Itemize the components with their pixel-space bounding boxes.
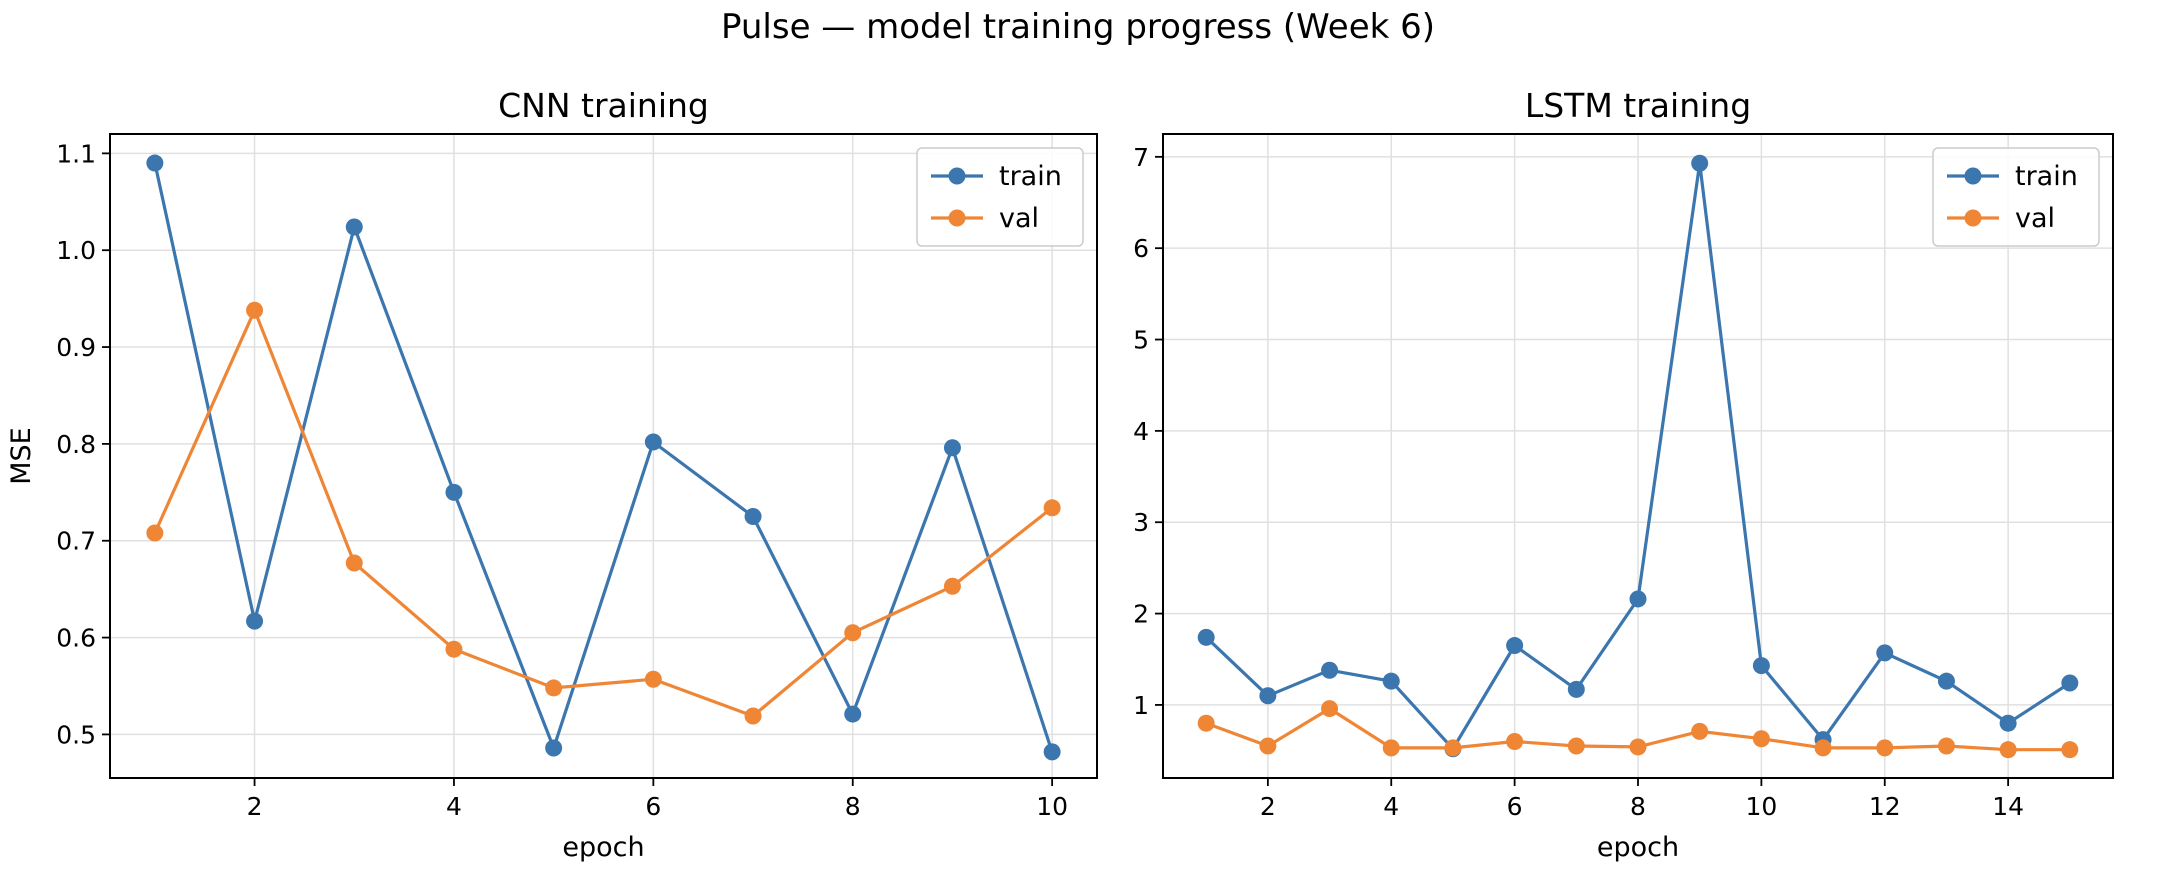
data-point-val bbox=[146, 524, 164, 542]
legend-label-val: val bbox=[999, 203, 1039, 234]
y-tick-label: 5 bbox=[1133, 326, 1149, 355]
legend: train val bbox=[916, 147, 1084, 247]
data-point-val bbox=[1567, 737, 1585, 755]
x-tick-label: 2 bbox=[247, 792, 263, 821]
x-tick-label: 10 bbox=[1745, 792, 1777, 821]
legend-label-train: train bbox=[2015, 161, 2078, 192]
data-point-val bbox=[744, 707, 762, 725]
chart-title: LSTM training bbox=[1525, 86, 1751, 125]
data-point-val bbox=[445, 640, 463, 658]
data-point-val bbox=[1999, 741, 2017, 759]
data-point-val bbox=[1629, 738, 1647, 756]
data-point-train bbox=[1197, 628, 1215, 646]
data-point-train bbox=[146, 154, 164, 172]
y-tick-label: 7 bbox=[1133, 143, 1149, 172]
y-tick-label: 1.0 bbox=[56, 236, 96, 265]
data-point-val bbox=[1937, 737, 1955, 755]
data-point-train bbox=[1876, 644, 1894, 662]
data-point-train bbox=[1691, 154, 1709, 172]
data-point-train bbox=[1752, 657, 1770, 675]
data-point-train bbox=[1629, 590, 1647, 608]
x-tick-label: 4 bbox=[446, 792, 462, 821]
chart-title: CNN training bbox=[498, 86, 709, 125]
data-point-train bbox=[644, 433, 662, 451]
y-tick-label: 3 bbox=[1133, 508, 1149, 537]
figure-title: Pulse — model training progress (Week 6) bbox=[721, 7, 1435, 47]
x-tick-label: 14 bbox=[1992, 792, 2024, 821]
y-tick-label: 0.6 bbox=[56, 624, 96, 653]
x-axis-label: epoch bbox=[1597, 832, 1679, 863]
x-tick-label: 6 bbox=[1507, 792, 1523, 821]
data-point-train bbox=[1937, 672, 1955, 690]
x-tick-label: 4 bbox=[1383, 792, 1399, 821]
y-axis-label: MSE bbox=[6, 427, 37, 485]
data-point-train bbox=[1382, 672, 1400, 690]
data-point-val bbox=[1814, 739, 1832, 757]
data-point-train bbox=[744, 508, 762, 526]
y-tick-label: 2 bbox=[1133, 600, 1149, 629]
x-axis-label: epoch bbox=[562, 832, 644, 863]
data-point-val bbox=[1321, 700, 1339, 718]
series-line-val bbox=[153, 308, 1054, 718]
data-point-val bbox=[1197, 714, 1215, 732]
y-tick-label: 4 bbox=[1133, 417, 1149, 446]
data-point-train bbox=[844, 705, 862, 723]
data-point-train bbox=[545, 739, 563, 757]
y-tick-label: 0.8 bbox=[56, 430, 96, 459]
series-line-train bbox=[153, 162, 1054, 753]
legend-marker-val bbox=[1964, 209, 1982, 227]
data-point-val bbox=[1382, 739, 1400, 757]
y-tick-label: 0.9 bbox=[56, 333, 96, 362]
x-tick-label: 12 bbox=[1869, 792, 1901, 821]
legend-marker-train bbox=[1964, 167, 1982, 185]
data-point-train bbox=[1043, 743, 1061, 761]
x-tick-label: 8 bbox=[1630, 792, 1646, 821]
legend: train val bbox=[1932, 147, 2100, 247]
legend-label-train: train bbox=[999, 161, 1062, 192]
x-tick-label: 8 bbox=[845, 792, 861, 821]
y-tick-label: 1 bbox=[1133, 691, 1149, 720]
data-point-train bbox=[445, 483, 463, 501]
data-point-train bbox=[246, 612, 264, 630]
data-point-val bbox=[844, 624, 862, 642]
data-point-train bbox=[1999, 714, 2017, 732]
x-tick-label: 10 bbox=[1036, 792, 1068, 821]
data-point-val bbox=[545, 679, 563, 697]
data-point-val bbox=[1506, 732, 1524, 750]
data-point-train bbox=[1321, 661, 1339, 679]
x-tick-label: 6 bbox=[645, 792, 661, 821]
data-point-val bbox=[345, 554, 363, 572]
legend-label-val: val bbox=[2015, 203, 2055, 234]
data-point-train bbox=[1259, 687, 1277, 705]
legend-marker-train bbox=[948, 167, 966, 185]
data-point-train bbox=[1506, 637, 1524, 655]
data-point-val bbox=[1691, 722, 1709, 740]
y-tick-label: 0.7 bbox=[56, 527, 96, 556]
legend-marker-val bbox=[948, 209, 966, 227]
y-tick-label: 6 bbox=[1133, 234, 1149, 263]
data-point-val bbox=[1876, 739, 1894, 757]
y-tick-label: 0.5 bbox=[56, 720, 96, 749]
data-point-val bbox=[1259, 737, 1277, 755]
data-point-train bbox=[2061, 674, 2079, 692]
data-point-val bbox=[2061, 741, 2079, 759]
x-tick-label: 2 bbox=[1260, 792, 1276, 821]
data-point-train bbox=[1567, 680, 1585, 698]
plot-frame bbox=[109, 133, 1098, 779]
data-point-val bbox=[246, 301, 264, 319]
data-point-val bbox=[943, 577, 961, 595]
data-point-val bbox=[1043, 499, 1061, 517]
chart-panel-1: 2 4 6 8 10 0.5 0.6 0.7 0.8 0.9 1.0 1.1 CNN training e… bbox=[6, 86, 1098, 863]
data-point-val bbox=[1752, 730, 1770, 748]
data-point-train bbox=[345, 218, 363, 236]
data-point-val bbox=[644, 670, 662, 688]
data-point-train bbox=[943, 439, 961, 457]
y-tick-label: 1.1 bbox=[56, 139, 96, 168]
data-point-val bbox=[1444, 739, 1462, 757]
